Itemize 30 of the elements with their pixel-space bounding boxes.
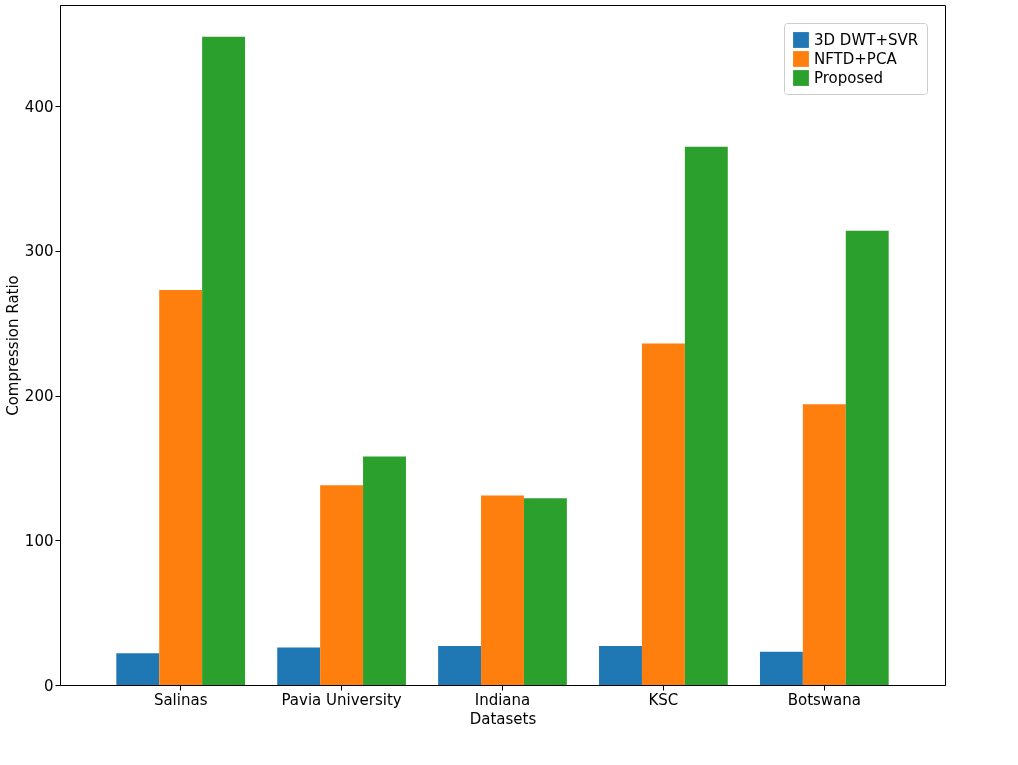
y-tick-label: 300 <box>24 242 54 261</box>
x-axis-title: Datasets <box>469 709 537 728</box>
bar <box>320 485 364 685</box>
y-tick-label: 400 <box>24 97 54 116</box>
y-tick-label: 100 <box>24 531 54 550</box>
bar <box>641 343 685 685</box>
bar <box>802 404 846 685</box>
legend-label: NFTD+PCA <box>814 50 898 68</box>
y-tick-label: 0 <box>43 676 54 695</box>
bar <box>116 653 160 685</box>
bar <box>277 647 321 685</box>
bar <box>845 230 889 685</box>
y-tick-label: 200 <box>24 387 54 406</box>
bar <box>481 495 524 685</box>
x-tick-label: Indiana <box>474 690 531 709</box>
x-tick-label: Pavia University <box>281 690 402 709</box>
legend-label: Proposed <box>814 69 884 87</box>
bar <box>438 645 482 685</box>
y-axis-title: Compression Ratio <box>3 275 22 416</box>
bar <box>599 645 642 685</box>
bar <box>363 456 406 685</box>
bar <box>159 290 203 685</box>
bar <box>523 498 567 685</box>
x-tick-label: KSC <box>648 690 679 709</box>
bar <box>684 146 728 685</box>
x-tick-label: Botswana <box>787 690 861 709</box>
legend-label: 3D DWT+SVR <box>814 31 919 49</box>
bar <box>202 36 246 685</box>
bar <box>759 651 803 685</box>
x-tick-label: Salinas <box>153 690 208 709</box>
